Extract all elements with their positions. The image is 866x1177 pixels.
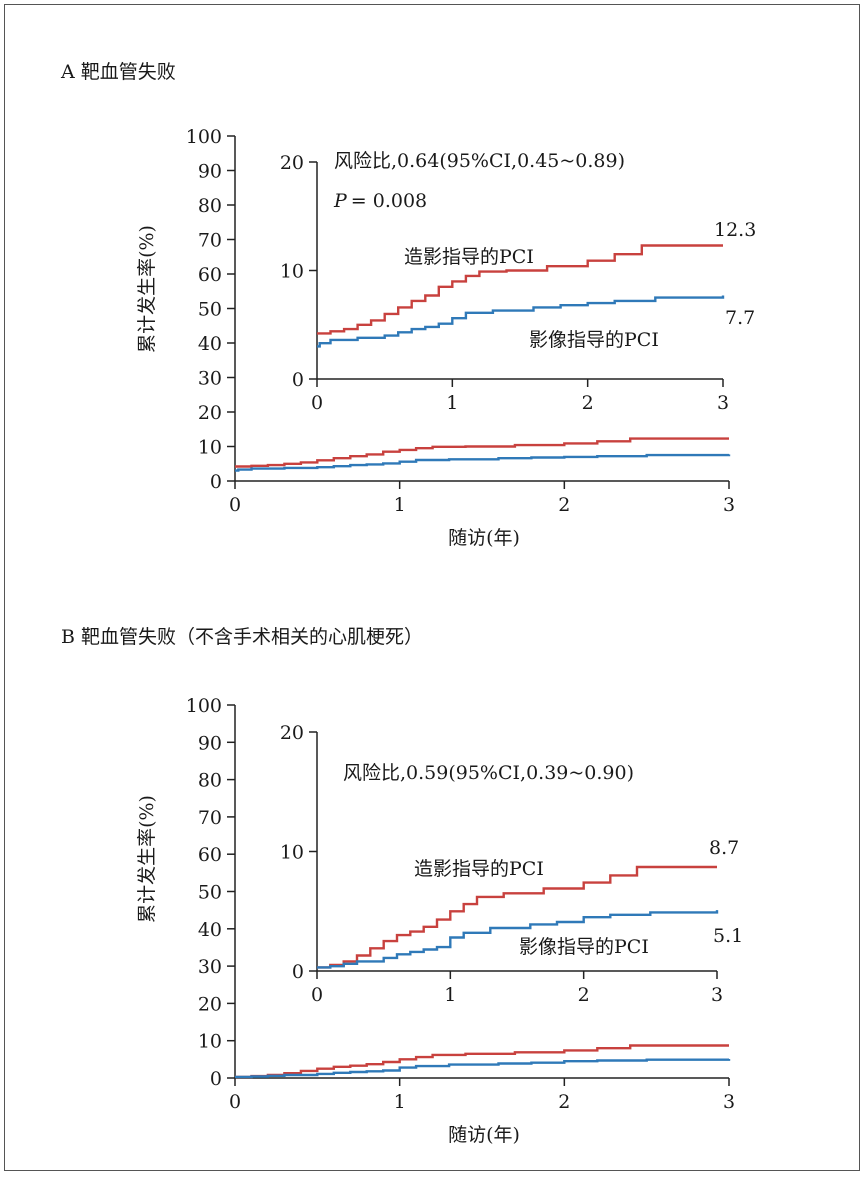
panel-b-main-y-tick-label: 30	[198, 956, 222, 978]
panel-b-main-y-tick-label: 0	[210, 1068, 222, 1090]
panel-b-inset-plot: 0 10 20 0 1 2 3	[280, 722, 723, 1006]
panel-a-p-number: = 0.008	[351, 190, 427, 212]
panel-a-main-line-imaging	[235, 453, 731, 472]
panel-b-main-y-tick-label: 70	[198, 807, 222, 829]
panel-a-main-x-tick-label: 0	[229, 494, 241, 516]
panel-a-inset-plot: 0 10 20 0 1 2 3	[280, 152, 729, 414]
panel-a-end-value-angio: 12.3	[714, 219, 756, 241]
panel-a-main-line-angio	[235, 437, 729, 468]
panel-b-main-x-tick-label: 2	[558, 1091, 570, 1113]
panel-b-main-y-tick-label: 40	[198, 919, 222, 941]
panel-a-inset-x-tick-label: 1	[446, 392, 458, 414]
panel-a-main-y-tick-label: 70	[198, 230, 222, 252]
panel-a-main-y-tick-label: 0	[210, 471, 222, 493]
panel-a-inset-x-tick-label: 0	[311, 392, 323, 414]
panel-a-hazard-ratio: 风险比,0.64(95%CI,0.45~0.89)	[334, 150, 625, 172]
panel-b-main-y-tick-label: 20	[198, 993, 222, 1015]
panel-b-main-x-tick-label: 0	[229, 1091, 241, 1113]
panel-b-label-imaging: 影像指导的PCI	[519, 936, 649, 958]
panel-a-inset-x-tick-label: 2	[582, 392, 594, 414]
panel-b-inset-line-imaging	[317, 910, 719, 969]
panel-b-main-y-tick-label: 100	[186, 695, 222, 717]
panel-a-inset-line-imaging	[317, 295, 725, 348]
panel-a-main-y-tick-label: 80	[198, 195, 222, 217]
panel-a-main-x-tick-label: 1	[394, 494, 406, 516]
panel-b-xlabel: 随访(年)	[448, 1124, 520, 1146]
panel-a-main-x-tick-label: 2	[558, 494, 570, 516]
panel-a-main-y-tick-label: 20	[198, 402, 222, 424]
panel-a-inset-line-angio	[317, 244, 723, 335]
panel-b-ylabel: 累计发生率(%)	[136, 795, 158, 923]
panel-b-inset-x-tick-label: 0	[311, 984, 323, 1006]
panel-b-end-value-angio: 8.7	[709, 837, 739, 859]
panel-a-xlabel: 随访(年)	[448, 527, 520, 549]
panel-b-main-y-tick-label: 80	[198, 770, 222, 792]
panel-a-main-y-tick-label: 100	[186, 126, 222, 148]
panel-a-inset-y-tick-label: 10	[280, 261, 304, 283]
panel-a-ylabel: 累计发生率(%)	[136, 225, 158, 353]
panel-a: A 靶血管失败 累计发生率(%) 随访(年) 01020304050607080…	[60, 61, 756, 549]
panel-b-end-value-imaging: 5.1	[713, 925, 743, 947]
panel-b-hazard-ratio: 风险比,0.59(95%CI,0.39~0.90)	[343, 762, 634, 784]
panel-a-main-y-tick-label: 40	[198, 333, 222, 355]
panel-a-main-y-tick-label: 10	[198, 437, 222, 459]
panel-a-main-x-tick-label: 3	[723, 494, 735, 516]
panel-a-title: A 靶血管失败	[60, 61, 176, 83]
panel-a-label-angio: 造影指导的PCI	[404, 246, 534, 268]
panel-b-main-line-imaging	[235, 1058, 731, 1079]
panel-b-inset-x-tick-label: 2	[578, 984, 590, 1006]
panel-b-main-x-tick-label: 1	[394, 1091, 406, 1113]
panel-a-main-y-tick-label: 90	[198, 161, 222, 183]
panel-a-label-imaging: 影像指导的PCI	[529, 329, 659, 351]
panel-a-inset-y-tick-label: 20	[280, 152, 304, 174]
panel-b-main-line-angio	[235, 1044, 729, 1079]
panel-b-main-x-tick-label: 3	[723, 1091, 735, 1113]
figure-svg: A 靶血管失败 累计发生率(%) 随访(年) 01020304050607080…	[60, 61, 756, 1146]
panel-b: B 靶血管失败（不含手术相关的心肌梗死） 累计发生率(%) 随访(年) 0102…	[61, 626, 743, 1146]
panel-a-p-label: P	[333, 190, 348, 212]
panel-b-label-angio: 造影指导的PCI	[414, 858, 544, 880]
panel-a-main-y-tick-label: 50	[198, 299, 222, 321]
panel-b-inset-line-angio	[317, 865, 717, 969]
panel-a-inset-x-tick-label: 3	[717, 392, 729, 414]
panel-b-inset-x-tick-label: 1	[444, 984, 456, 1006]
panel-b-title: B 靶血管失败（不含手术相关的心肌梗死）	[61, 626, 423, 648]
panel-b-inset-y-tick-label: 0	[292, 961, 304, 983]
panel-b-main-y-tick-label: 50	[198, 882, 222, 904]
panel-b-main-y-tick-label: 60	[198, 844, 222, 866]
panel-a-end-value-imaging: 7.7	[725, 307, 755, 329]
panel-b-inset-y-tick-label: 20	[280, 722, 304, 744]
panel-b-main-y-tick-label: 90	[198, 732, 222, 754]
panel-a-inset-y-tick-label: 0	[292, 369, 304, 391]
figure-frame: A 靶血管失败 累计发生率(%) 随访(年) 0 10 20 30 40 50 60 70 80…	[4, 4, 860, 1171]
panel-a-p-value: P = 0.008	[333, 190, 427, 212]
panel-b-inset-x-tick-label: 3	[711, 984, 723, 1006]
panel-a-main-y-tick-label: 60	[198, 264, 222, 286]
panel-a-main-y-tick-label: 30	[198, 368, 222, 390]
panel-b-inset-y-tick-label: 10	[280, 842, 304, 864]
panel-b-main-y-tick-label: 10	[198, 1031, 222, 1053]
